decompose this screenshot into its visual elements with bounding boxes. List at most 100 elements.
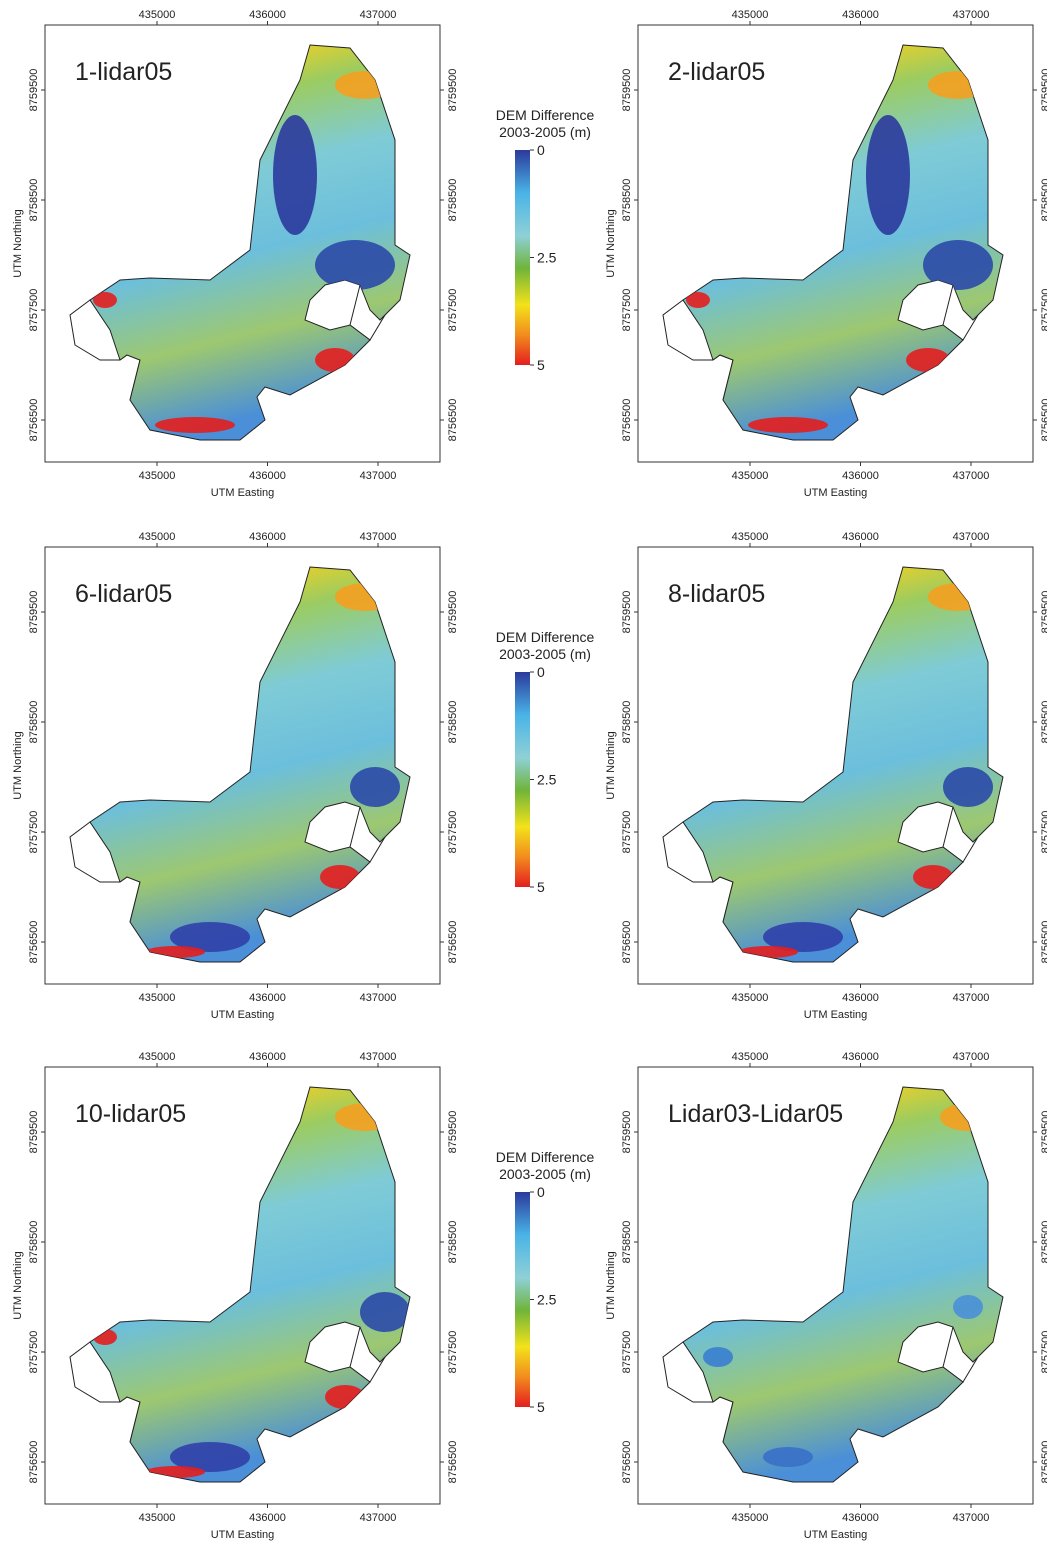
- x-tick-label: 437000: [953, 470, 990, 482]
- dem-patch: [953, 1295, 983, 1319]
- dem-patch: [763, 1447, 813, 1467]
- y-axis-label: UTM Northing: [12, 209, 24, 277]
- x-axis-label: UTM Easting: [804, 487, 868, 499]
- y-axis-label: UTM Northing: [605, 731, 617, 799]
- dem-patch: [170, 922, 250, 952]
- map-panel: 6-lidar05 435000 435000 436000 436000 437000 4…: [12, 531, 459, 1021]
- dem-patch: [703, 1347, 733, 1367]
- y-tick-label: 8758500: [28, 701, 40, 744]
- dem-patch: [928, 583, 988, 611]
- y-tick-label: 8758500: [1040, 179, 1047, 222]
- y-tick-label: 8758500: [621, 1221, 633, 1264]
- x-tick-label: 436000: [249, 1051, 286, 1063]
- x-axis-label: UTM Easting: [804, 1529, 868, 1541]
- x-tick-label: 436000: [249, 531, 286, 543]
- y-tick-label: 8759500: [621, 1111, 633, 1154]
- panel-title: Lidar03-Lidar05: [668, 1100, 843, 1128]
- dem-surface: [89, 44, 411, 441]
- panel-title: 8-lidar05: [668, 580, 765, 608]
- dem-patch: [320, 865, 360, 889]
- panel-title: 10-lidar05: [75, 1100, 186, 1128]
- y-tick-label: 8759500: [28, 1111, 40, 1154]
- x-tick-label: 436000: [842, 9, 879, 21]
- dem-surface: [682, 1086, 1004, 1483]
- y-tick-label: 8757500: [1040, 811, 1047, 854]
- map-panel: Lidar03-Lidar05 435000 435000 436000 436000 4…: [605, 1051, 1047, 1541]
- panel-title: 1-lidar05: [75, 58, 172, 86]
- map-panel: 1-lidar05 435000 435000 436000 436000 437000 4…: [12, 9, 459, 499]
- dem-patch: [686, 292, 710, 308]
- x-tick-label: 436000: [249, 992, 286, 1004]
- x-tick-label: 437000: [360, 1512, 397, 1524]
- x-tick-label: 436000: [842, 1512, 879, 1524]
- y-tick-label: 8756500: [447, 1441, 459, 1484]
- x-axis-label: UTM Easting: [211, 1529, 275, 1541]
- dem-patch: [335, 71, 395, 99]
- dem-patch: [923, 240, 993, 290]
- dem-patch: [335, 583, 395, 611]
- x-tick-label: 436000: [842, 470, 879, 482]
- map-panel: 10-lidar05 435000 435000 436000 436000 437000…: [12, 1051, 459, 1541]
- y-tick-label: 8759500: [1040, 69, 1047, 112]
- x-tick-label: 435000: [732, 1512, 769, 1524]
- map-panel: 8-lidar05 435000 435000 436000 436000 437000 4…: [605, 531, 1047, 1021]
- legend-title: DEM Difference: [496, 629, 595, 645]
- y-axis-label: UTM Northing: [605, 209, 617, 277]
- legend-tick-label: 2.5: [537, 1292, 557, 1308]
- x-tick-label: 436000: [842, 531, 879, 543]
- x-tick-label: 437000: [953, 1512, 990, 1524]
- y-tick-label: 8759500: [28, 591, 40, 634]
- dem-patch: [93, 292, 117, 308]
- map-frame: [637, 24, 1034, 463]
- dem-patch: [360, 1292, 410, 1332]
- legend-tick-label: 2.5: [537, 772, 557, 788]
- y-tick-label: 8756500: [447, 921, 459, 964]
- y-axis-label: UTM Northing: [605, 1251, 617, 1319]
- y-tick-label: 8759500: [1040, 591, 1047, 634]
- x-axis-label: UTM Easting: [211, 1009, 275, 1021]
- x-tick-label: 435000: [732, 531, 769, 543]
- legend-tick-label: 5: [537, 357, 545, 373]
- dem-patch: [738, 946, 798, 958]
- x-axis-label: UTM Easting: [804, 1009, 868, 1021]
- y-tick-label: 8758500: [447, 1221, 459, 1264]
- dem-patches: [686, 71, 993, 433]
- x-tick-label: 435000: [732, 992, 769, 1004]
- x-tick-label: 437000: [953, 992, 990, 1004]
- dem-surface: [89, 566, 411, 963]
- x-tick-label: 436000: [249, 1512, 286, 1524]
- legend-tick-label: 5: [537, 1399, 545, 1415]
- legend-colorbar: [515, 672, 530, 887]
- dem-patch: [866, 115, 910, 235]
- dem-patch: [145, 946, 205, 958]
- y-tick-label: 8757500: [447, 289, 459, 332]
- legend-tick-label: 0: [537, 664, 545, 680]
- legend-tick-label: 0: [537, 142, 545, 158]
- y-axis-label: UTM Northing: [12, 731, 24, 799]
- dem-patch: [335, 1103, 395, 1131]
- map-panel: 2-lidar05 435000 435000 436000 436000 437000 4…: [605, 9, 1047, 499]
- x-tick-label: 435000: [139, 1051, 176, 1063]
- y-tick-label: 8756500: [28, 1441, 40, 1484]
- y-tick-label: 8756500: [621, 399, 633, 442]
- x-tick-label: 435000: [732, 9, 769, 21]
- y-tick-label: 8756500: [1040, 1441, 1047, 1484]
- y-tick-label: 8757500: [28, 1331, 40, 1374]
- legend-title: 2003-2005 (m): [499, 1166, 591, 1182]
- y-tick-label: 8758500: [1040, 701, 1047, 744]
- x-tick-label: 437000: [953, 531, 990, 543]
- legend-title: 2003-2005 (m): [499, 646, 591, 662]
- y-tick-label: 8756500: [621, 921, 633, 964]
- y-tick-label: 8759500: [447, 1111, 459, 1154]
- dem-patch: [763, 922, 843, 952]
- y-tick-label: 8758500: [1040, 1221, 1047, 1264]
- x-tick-label: 437000: [360, 9, 397, 21]
- y-tick-label: 8757500: [621, 289, 633, 332]
- y-tick-label: 8759500: [1040, 1111, 1047, 1154]
- x-tick-label: 435000: [139, 9, 176, 21]
- y-tick-label: 8756500: [28, 399, 40, 442]
- x-tick-label: 437000: [360, 470, 397, 482]
- x-tick-label: 437000: [953, 9, 990, 21]
